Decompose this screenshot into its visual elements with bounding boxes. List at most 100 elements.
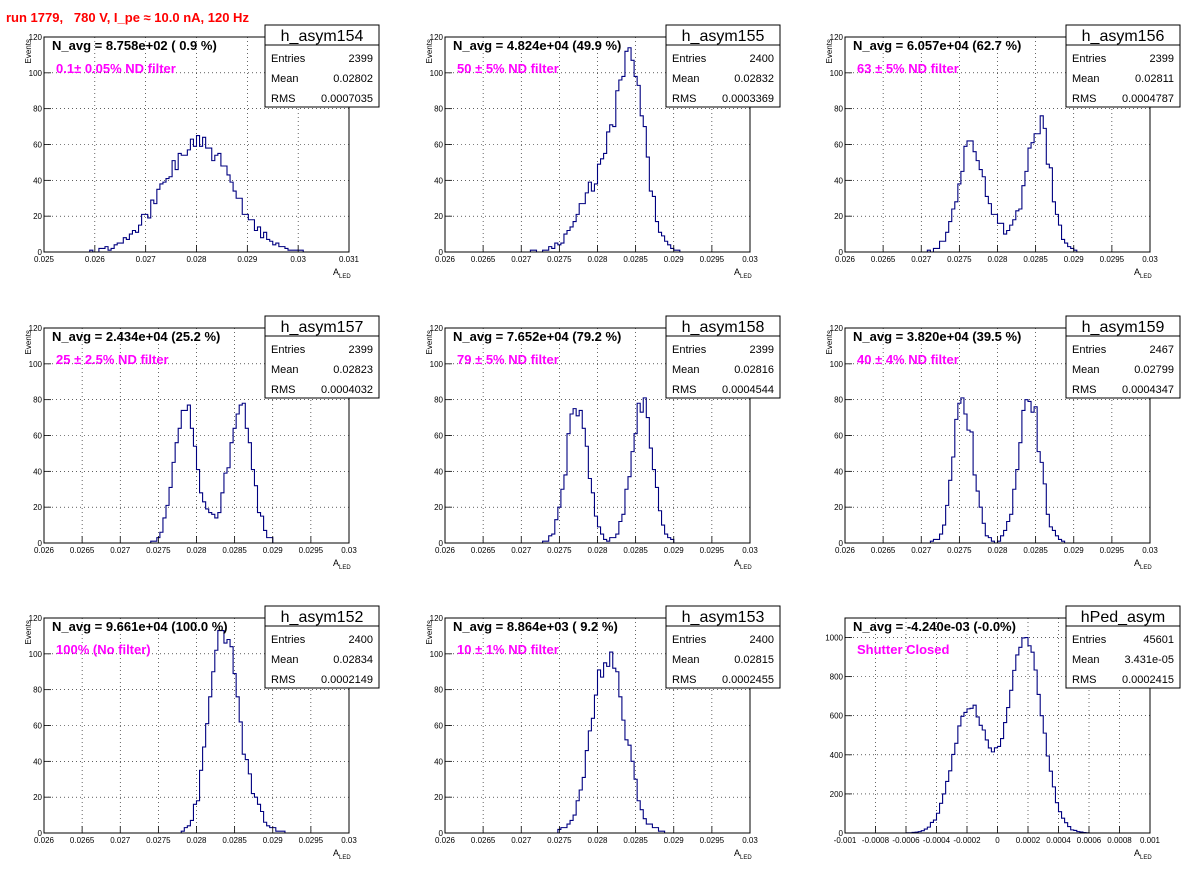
x-tick-label: 0.0275 xyxy=(146,546,171,555)
x-axis-label-sub: LED xyxy=(339,565,351,571)
y-tick-label: 20 xyxy=(33,793,42,802)
y-tick-label: 60 xyxy=(834,432,843,441)
stats-box xyxy=(264,315,380,399)
filter-annotation: 63 ± 5% ND filter xyxy=(857,61,959,76)
hist-name: h_asym157 xyxy=(281,319,364,336)
stats-value: 0.02815 xyxy=(734,654,774,666)
y-tick-label: 100 xyxy=(29,650,43,659)
y-tick-label: 0 xyxy=(839,539,844,548)
x-tick-label: 0.0275 xyxy=(547,546,572,555)
x-tick-label: 0.0285 xyxy=(623,255,648,264)
histogram-panel-hPed_asym: -0.001 -0.0008 -0.0006 -0.0004 -0.0002 0 0.000… xyxy=(825,605,1181,861)
x-tick-label: -0.001 xyxy=(834,836,857,845)
stats-label: Mean xyxy=(271,654,299,666)
x-tick-label: 0.026 xyxy=(85,255,106,264)
y-tick-label: 40 xyxy=(33,467,42,476)
stats-value: 3.431e-05 xyxy=(1124,654,1174,666)
y-axis-label: Events xyxy=(425,39,434,63)
x-tick-label: 0.0285 xyxy=(623,836,648,845)
x-tick-label: 0.001 xyxy=(1140,836,1161,845)
x-axis-label-sub: LED xyxy=(339,855,351,861)
y-tick-label: 200 xyxy=(830,790,844,799)
x-tick-label: -0.0004 xyxy=(923,836,951,845)
histogram-panel-h_asym156: 0.026 0.0265 0.027 0.0275 0.028 0.0285 0.029 0.… xyxy=(825,24,1181,280)
filter-annotation: Shutter Closed xyxy=(857,642,950,657)
y-axis-label: Events xyxy=(24,330,33,354)
x-tick-label: 0.027 xyxy=(511,255,532,264)
stats-box xyxy=(264,24,380,108)
stats-value: 2400 xyxy=(750,53,774,65)
x-tick-label: 0.0285 xyxy=(1023,255,1048,264)
y-tick-label: 80 xyxy=(33,396,42,405)
hist-name: h_asym152 xyxy=(281,609,364,626)
x-tick-label: 0.0275 xyxy=(947,255,972,264)
n-avg-label: N_avg = 6.057e+04 (62.7 %) xyxy=(853,38,1021,53)
y-tick-label: 20 xyxy=(834,503,843,512)
stats-value: 2399 xyxy=(349,344,373,356)
x-tick-label: 0.026 xyxy=(835,255,856,264)
y-tick-label: 0 xyxy=(839,248,844,257)
y-axis-label: Events xyxy=(24,39,33,63)
histogram-panel-h_asym159: 0.026 0.0265 0.027 0.0275 0.028 0.0285 0.029 0.… xyxy=(825,315,1181,571)
x-tick-label: 0.028 xyxy=(987,546,1008,555)
y-tick-label: 80 xyxy=(434,686,443,695)
stats-label: Entries xyxy=(1072,344,1107,356)
y-tick-label: 600 xyxy=(830,712,844,721)
x-tick-label: 0.0006 xyxy=(1077,836,1102,845)
y-tick-label: 120 xyxy=(830,324,844,333)
filter-annotation: 50 ± 5% ND filter xyxy=(457,61,559,76)
y-tick-label: 100 xyxy=(430,650,444,659)
y-tick-label: 100 xyxy=(29,360,43,369)
y-tick-label: 100 xyxy=(430,69,444,78)
histogram-panel-h_asym158: 0.026 0.0265 0.027 0.0275 0.028 0.0285 0.029 0.… xyxy=(425,315,781,571)
y-tick-label: 80 xyxy=(33,105,42,114)
y-tick-label: 80 xyxy=(33,686,42,695)
y-tick-label: 120 xyxy=(430,614,444,623)
y-tick-label: 0 xyxy=(439,248,444,257)
stats-value: 0.0007035 xyxy=(321,93,373,105)
x-tick-label: 0.0285 xyxy=(1023,546,1048,555)
stats-value: 0.0002415 xyxy=(1122,674,1174,686)
y-tick-label: 120 xyxy=(29,324,43,333)
stats-label: Entries xyxy=(271,344,306,356)
y-axis-label: Events xyxy=(425,330,434,354)
x-axis-label-sub: LED xyxy=(740,274,752,280)
x-tick-label: 0.0295 xyxy=(1100,255,1125,264)
y-tick-label: 80 xyxy=(434,396,443,405)
x-tick-label: 0.0275 xyxy=(547,836,572,845)
y-tick-label: 80 xyxy=(834,105,843,114)
x-tick-label: 0.0285 xyxy=(222,836,247,845)
x-tick-label: 0.027 xyxy=(911,546,932,555)
x-tick-label: 0.0295 xyxy=(700,836,725,845)
x-axis-label: ALED xyxy=(734,848,752,861)
y-tick-label: 60 xyxy=(434,141,443,150)
filter-annotation: 10 ± 1% ND filter xyxy=(457,642,559,657)
histogram-panel-h_asym153: 0.026 0.0265 0.027 0.0275 0.028 0.0285 0.029 0.… xyxy=(425,605,781,861)
y-tick-label: 0 xyxy=(439,829,444,838)
x-tick-label: 0.027 xyxy=(110,546,131,555)
x-tick-label: 0.03 xyxy=(742,836,758,845)
x-tick-label: 0.0265 xyxy=(871,546,896,555)
n-avg-label: N_avg = 8.758e+02 ( 0.9 %) xyxy=(52,38,217,53)
stats-label: Entries xyxy=(1072,634,1107,646)
x-tick-label: 0.027 xyxy=(110,836,131,845)
x-tick-label: 0.026 xyxy=(835,546,856,555)
stats-label: Mean xyxy=(672,364,700,376)
x-tick-label: 0.0295 xyxy=(1100,546,1125,555)
stats-label: Entries xyxy=(271,53,306,65)
x-tick-label: 0.026 xyxy=(34,546,55,555)
x-tick-label: 0.027 xyxy=(911,255,932,264)
stats-value: 0.02834 xyxy=(333,654,373,666)
y-axis-label: Events xyxy=(825,39,834,63)
stats-value: 0.02823 xyxy=(333,364,373,376)
stats-value: 0.0004787 xyxy=(1122,93,1174,105)
x-tick-label: 0.029 xyxy=(237,255,258,264)
y-tick-label: 100 xyxy=(830,360,844,369)
histogram-panel-h_asym154: 0.025 0.026 0.027 0.028 0.029 0.03 0.031 0 20 40 6… xyxy=(24,24,380,280)
x-axis-label-sub: LED xyxy=(339,274,351,280)
y-tick-label: 60 xyxy=(434,722,443,731)
x-tick-label: 0.0285 xyxy=(623,546,648,555)
x-tick-label: 0.0265 xyxy=(70,836,95,845)
stats-value: 2399 xyxy=(1150,53,1174,65)
